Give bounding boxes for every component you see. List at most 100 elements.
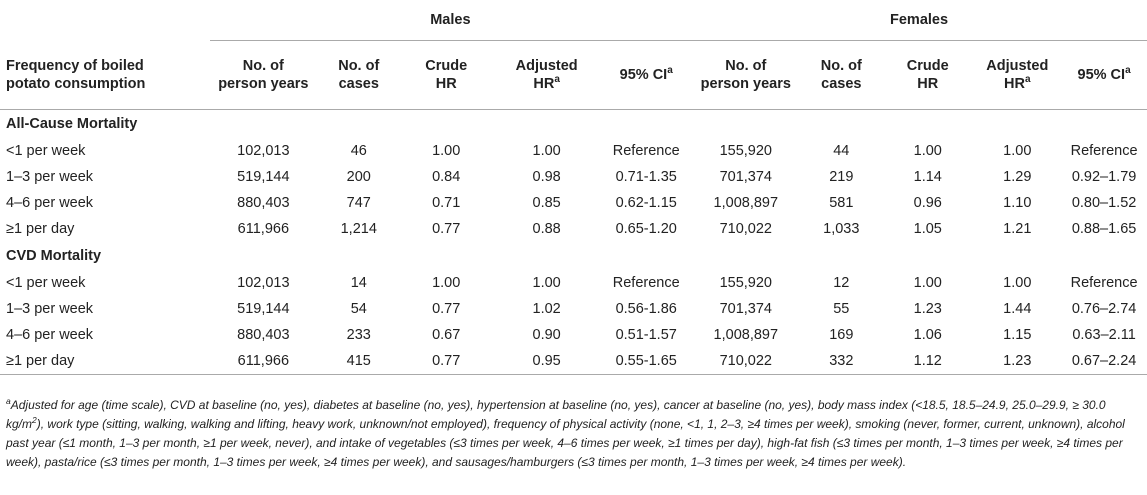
header-line: Crude [906,58,949,74]
table-cell: 1.00 [913,143,942,159]
table-cell: 415 [317,348,401,375]
table-cell: 0.88–1.65 [1071,221,1137,237]
header-line: Adjusted [986,58,1049,74]
header-line: person years [700,76,791,92]
table-cell: 0.55-1.65 [601,348,692,375]
row-label: 1–3 per week [6,301,94,317]
table-cell: 1.06 [913,327,942,343]
table-cell: 1.15 [1003,327,1032,343]
table-cell: 1,008,897 [713,195,779,211]
header-line: 95% CI [1077,67,1126,83]
table-cell: 1.00 [1003,143,1032,159]
table-cell: 0.51-1.57 [615,327,677,343]
footnote-superscript: 2 [32,415,37,425]
females-group-header: Females [691,0,1147,41]
table-footnote: aAdjusted for age (time scale), CVD at b… [6,396,1140,472]
table-cell: 747 [346,195,371,211]
females-col-header: No. of cases [800,40,883,110]
table-cell: 0.71 [432,195,461,211]
table-cell: 0.65-1.20 [615,221,677,237]
row-label: ≥1 per day [6,221,75,237]
table-cell: 1.23 [973,348,1062,375]
table-cell: 1,033 [823,221,860,237]
males-col-header: Crude HR [400,40,492,110]
table-cell: 54 [350,301,367,317]
row-label: 4–6 per week [6,195,94,211]
table-cell: 155,920 [719,143,772,159]
table-cell: 1.00 [432,275,461,291]
header-line: Crude [425,58,468,74]
table-cell: 1.21 [1003,221,1032,237]
table-row: 1–3 per week 519,144 54 0.77 1.02 0.56-1.86 70… [0,296,1147,322]
results-table: Males Females Frequency of boiled potato… [0,0,1147,375]
table-cell: 611,966 [237,221,290,237]
table-cell: 102,013 [237,143,290,159]
table-cell: 55 [833,301,850,317]
section-row: CVD Mortality [0,242,1147,270]
empty-corner [0,0,210,41]
table-row: 4–6 per week 880,403 747 0.71 0.85 0.62-1.15 1… [0,190,1147,216]
table-cell: 0.88 [532,221,561,237]
header-line: No. of [242,58,284,74]
footnote-text: Adjusted for age (time scale), CVD at ba… [6,398,1106,431]
table-cell: 0.95 [491,348,602,375]
table-cell: Reference [612,143,680,159]
table-cell: 44 [833,143,850,159]
header-line: Frequency of boiled [6,57,144,74]
header-superscript: a [554,74,560,86]
table-cell: 1.10 [1003,195,1032,211]
section-title: CVD Mortality [6,248,102,264]
row-label: <1 per week [6,143,86,159]
females-col-header: 95% CIa [1061,40,1147,110]
table-cell: 880,403 [237,195,290,211]
males-col-header: 95% CIa [601,40,692,110]
table-cell: Reference [612,275,680,291]
table-cell: 710,022 [719,221,772,237]
table-cell: 1.00 [432,143,461,159]
table-row: <1 per week 102,013 14 1.00 1.00 Reference 155… [0,270,1147,296]
header-superscript: a [1024,74,1031,86]
table-cell: 169 [829,327,854,343]
females-col-header: No. of person years [691,40,801,110]
table-row: ≥1 per day 611,966 1,214 0.77 0.88 0.65-1.20 7… [0,216,1147,242]
row-label: 4–6 per week [6,327,94,343]
header-line: cases [821,76,862,92]
table-cell: 1.02 [532,301,561,317]
row-label: ≥1 per day [0,348,210,375]
header-line: HR [435,76,457,92]
header-superscript: a [1125,65,1131,77]
table-cell: 233 [346,327,371,343]
header-line: No. of [820,58,862,74]
females-col-header: Adjusted HRa [973,40,1062,110]
header-line: HR [533,76,555,92]
column-header-row: Frequency of boiled potato consumption N… [0,40,1147,110]
row-label: 1–3 per week [6,169,94,185]
table-cell: 710,022 [691,348,801,375]
table-cell: 1.14 [913,169,942,185]
table-cell: 1.00 [532,143,561,159]
table-cell: 1.00 [532,275,561,291]
table-cell: 1,214 [340,221,377,237]
table-cell: 701,374 [719,169,772,185]
header-line: No. of [725,58,767,74]
footnote-marker: a [6,396,11,406]
table-cell: 102,013 [237,275,290,291]
table-cell: 1.00 [1003,275,1032,291]
table-cell: 0.67–2.24 [1061,348,1147,375]
table-cell: 0.62-1.15 [615,195,677,211]
group-header-row: Males Females [0,0,1147,41]
table-cell: 0.85 [532,195,561,211]
table-cell: 332 [800,348,883,375]
males-group-header: Males [209,0,692,41]
header-line: No. of [338,58,380,74]
table-cell: 701,374 [719,301,772,317]
footnote-text-cont: ), work type (sitting, walking, walking … [6,417,1125,469]
table-cell: 1.12 [882,348,974,375]
table-cell: 0.77 [400,348,492,375]
header-line: 95% CI [619,67,668,83]
table-cell: 1,008,897 [713,327,779,343]
table-cell: 0.96 [913,195,942,211]
table-cell: 1.23 [913,301,942,317]
table-cell: 0.77 [432,301,461,317]
